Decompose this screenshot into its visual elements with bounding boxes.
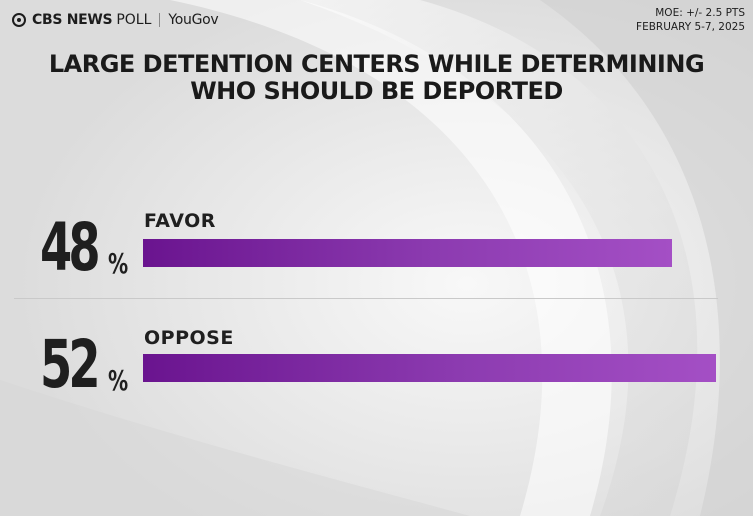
value-label-oppose: 52 %	[40, 326, 133, 403]
chart-title-line-2: WHO SHOULD BE DEPORTED	[190, 77, 563, 105]
brand-poll: POLL	[116, 12, 152, 28]
chart-title: LARGE DETENTION CENTERS WHILE DETERMININ…	[0, 51, 753, 105]
category-label-oppose: OPPOSE	[144, 327, 234, 349]
chart-title-line-1: LARGE DETENTION CENTERS WHILE DETERMININ…	[48, 50, 705, 78]
cbs-eye-icon	[12, 13, 26, 27]
moe-text: MOE: +/- 2.5 PTS	[655, 7, 745, 19]
bar-favor	[143, 239, 672, 267]
value-label-favor: 48 %	[40, 209, 133, 286]
bar-oppose	[143, 354, 716, 382]
poll-date: FEBRUARY 5-7, 2025	[636, 21, 745, 33]
percent-sign-oppose: %	[108, 364, 129, 397]
poll-meta: MOE: +/- 2.5 PTS FEBRUARY 5-7, 2025	[636, 6, 745, 34]
value-number-favor: 48	[40, 209, 101, 286]
category-label-favor: FAVOR	[144, 210, 216, 232]
brand-yougov: YouGov	[168, 12, 219, 28]
percent-sign-favor: %	[108, 247, 129, 280]
bar-row-favor: 48 % FAVOR	[0, 208, 753, 298]
bar-row-oppose: 52 % OPPOSE	[0, 325, 753, 415]
brand-logo: CBS NEWS POLL YouGov	[12, 12, 219, 28]
brand-separator	[159, 13, 161, 27]
row-divider	[14, 298, 718, 299]
value-number-oppose: 52	[40, 326, 101, 403]
brand-cbs-news: CBS NEWS	[32, 12, 113, 28]
